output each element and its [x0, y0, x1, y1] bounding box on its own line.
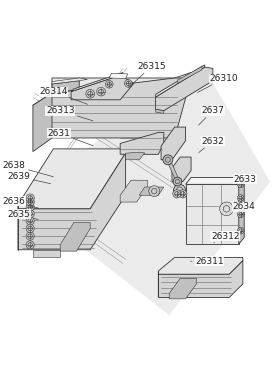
- Text: 26314: 26314: [39, 87, 88, 104]
- Circle shape: [26, 232, 34, 240]
- Circle shape: [237, 195, 244, 201]
- Text: 2635: 2635: [7, 210, 39, 219]
- Circle shape: [173, 177, 182, 186]
- Polygon shape: [167, 159, 180, 182]
- Circle shape: [97, 87, 105, 96]
- Circle shape: [173, 190, 181, 198]
- Circle shape: [174, 184, 186, 196]
- Text: 2636: 2636: [3, 197, 39, 208]
- Polygon shape: [33, 78, 191, 138]
- Polygon shape: [156, 67, 213, 111]
- Polygon shape: [33, 250, 60, 256]
- Polygon shape: [139, 187, 164, 195]
- Text: 26310: 26310: [198, 74, 238, 92]
- Circle shape: [26, 203, 34, 211]
- Polygon shape: [172, 157, 191, 182]
- Polygon shape: [18, 153, 126, 250]
- Circle shape: [105, 80, 113, 88]
- Text: 26311: 26311: [191, 257, 224, 266]
- Polygon shape: [158, 258, 243, 274]
- Circle shape: [26, 241, 34, 249]
- Text: 26313: 26313: [46, 106, 93, 121]
- Polygon shape: [239, 177, 244, 244]
- Text: 26312: 26312: [211, 232, 239, 243]
- Polygon shape: [33, 93, 52, 152]
- Polygon shape: [18, 149, 126, 209]
- Polygon shape: [109, 74, 128, 79]
- Polygon shape: [52, 72, 196, 93]
- Circle shape: [220, 202, 233, 216]
- Polygon shape: [71, 75, 134, 100]
- Polygon shape: [120, 180, 147, 202]
- Text: 2631: 2631: [47, 129, 93, 146]
- Polygon shape: [186, 177, 244, 184]
- Circle shape: [237, 211, 244, 218]
- Text: 26315: 26315: [129, 62, 166, 87]
- Circle shape: [149, 186, 160, 197]
- Circle shape: [26, 194, 34, 202]
- Polygon shape: [156, 109, 164, 114]
- Polygon shape: [60, 223, 90, 251]
- Polygon shape: [52, 78, 87, 84]
- Circle shape: [86, 89, 95, 98]
- Text: 2637: 2637: [198, 106, 224, 125]
- Polygon shape: [158, 261, 243, 298]
- Circle shape: [26, 198, 34, 206]
- Polygon shape: [156, 65, 205, 97]
- Text: 2634: 2634: [232, 202, 255, 215]
- Text: 2638: 2638: [3, 161, 53, 177]
- Polygon shape: [161, 127, 186, 160]
- Text: 2632: 2632: [199, 137, 224, 152]
- Circle shape: [179, 190, 187, 198]
- Circle shape: [237, 181, 244, 187]
- Polygon shape: [169, 278, 196, 299]
- Polygon shape: [19, 64, 270, 315]
- Text: 2633: 2633: [234, 175, 256, 187]
- Polygon shape: [71, 72, 123, 92]
- Polygon shape: [52, 81, 79, 93]
- Circle shape: [26, 210, 34, 218]
- Polygon shape: [186, 184, 239, 244]
- Circle shape: [237, 228, 244, 234]
- Circle shape: [26, 224, 34, 233]
- Circle shape: [163, 155, 173, 165]
- Text: 2639: 2639: [7, 172, 51, 184]
- Polygon shape: [126, 152, 145, 160]
- Circle shape: [124, 80, 132, 87]
- Polygon shape: [120, 132, 164, 154]
- Polygon shape: [177, 67, 202, 84]
- Circle shape: [26, 217, 34, 225]
